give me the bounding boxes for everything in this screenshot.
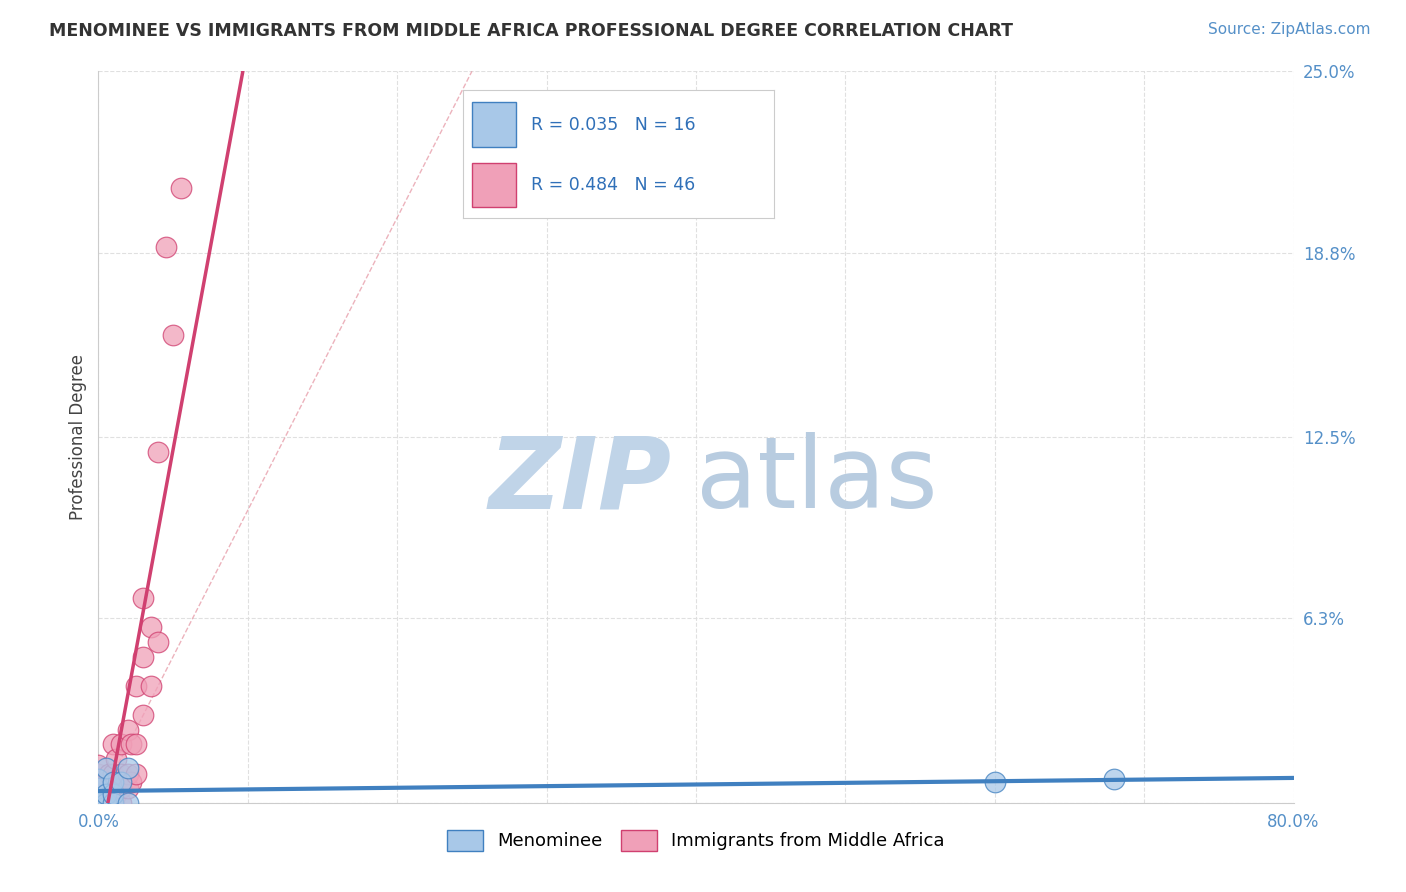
Point xyxy=(984,775,1007,789)
Point xyxy=(110,737,132,751)
Point xyxy=(97,796,120,810)
Point xyxy=(169,181,191,195)
Point xyxy=(87,796,110,810)
Point xyxy=(103,737,125,751)
Point xyxy=(120,775,142,789)
Point xyxy=(125,737,148,751)
Point xyxy=(94,761,117,775)
Point xyxy=(110,796,132,810)
Point xyxy=(125,679,148,693)
Point xyxy=(103,787,125,801)
Point xyxy=(94,796,117,810)
Point xyxy=(117,766,139,780)
Point xyxy=(94,787,117,801)
Point xyxy=(105,787,128,801)
Point xyxy=(120,737,142,751)
Point xyxy=(87,796,110,810)
Point xyxy=(97,787,120,801)
Point xyxy=(1104,772,1126,787)
Point xyxy=(87,787,110,801)
Point xyxy=(94,775,117,789)
Point xyxy=(110,781,132,796)
Point xyxy=(148,444,170,458)
Point xyxy=(125,766,148,780)
Point xyxy=(87,757,110,772)
Point xyxy=(87,781,110,796)
Point xyxy=(105,775,128,789)
Point xyxy=(87,796,110,810)
Point xyxy=(162,327,184,342)
Text: Source: ZipAtlas.com: Source: ZipAtlas.com xyxy=(1208,22,1371,37)
Text: atlas: atlas xyxy=(696,433,938,530)
Point xyxy=(117,761,139,775)
Point xyxy=(91,796,114,810)
Y-axis label: Professional Degree: Professional Degree xyxy=(69,354,87,520)
Point xyxy=(103,775,125,789)
Point xyxy=(87,775,110,789)
Point xyxy=(139,679,162,693)
Point xyxy=(94,796,117,810)
Point xyxy=(103,766,125,780)
Legend: Menominee, Immigrants from Middle Africa: Menominee, Immigrants from Middle Africa xyxy=(439,821,953,860)
Point xyxy=(132,649,155,664)
Point xyxy=(117,723,139,737)
Point xyxy=(110,766,132,780)
Point xyxy=(132,591,155,605)
Point xyxy=(103,796,125,810)
Point xyxy=(139,620,162,634)
Point xyxy=(110,775,132,789)
Point xyxy=(87,796,110,810)
Point xyxy=(97,766,120,780)
Point xyxy=(87,796,110,810)
Point xyxy=(87,781,110,796)
Point xyxy=(103,796,125,810)
Point xyxy=(103,787,125,801)
Point xyxy=(105,752,128,766)
Point xyxy=(155,240,177,254)
Point xyxy=(91,787,114,801)
Point xyxy=(94,787,117,801)
Point xyxy=(117,781,139,796)
Point xyxy=(87,766,110,780)
Point xyxy=(148,635,170,649)
Point xyxy=(132,708,155,723)
Point xyxy=(117,796,139,810)
Text: MENOMINEE VS IMMIGRANTS FROM MIDDLE AFRICA PROFESSIONAL DEGREE CORRELATION CHART: MENOMINEE VS IMMIGRANTS FROM MIDDLE AFRI… xyxy=(49,22,1014,40)
Text: ZIP: ZIP xyxy=(489,433,672,530)
Point xyxy=(87,772,110,787)
Point xyxy=(103,775,125,789)
Point xyxy=(87,796,110,810)
